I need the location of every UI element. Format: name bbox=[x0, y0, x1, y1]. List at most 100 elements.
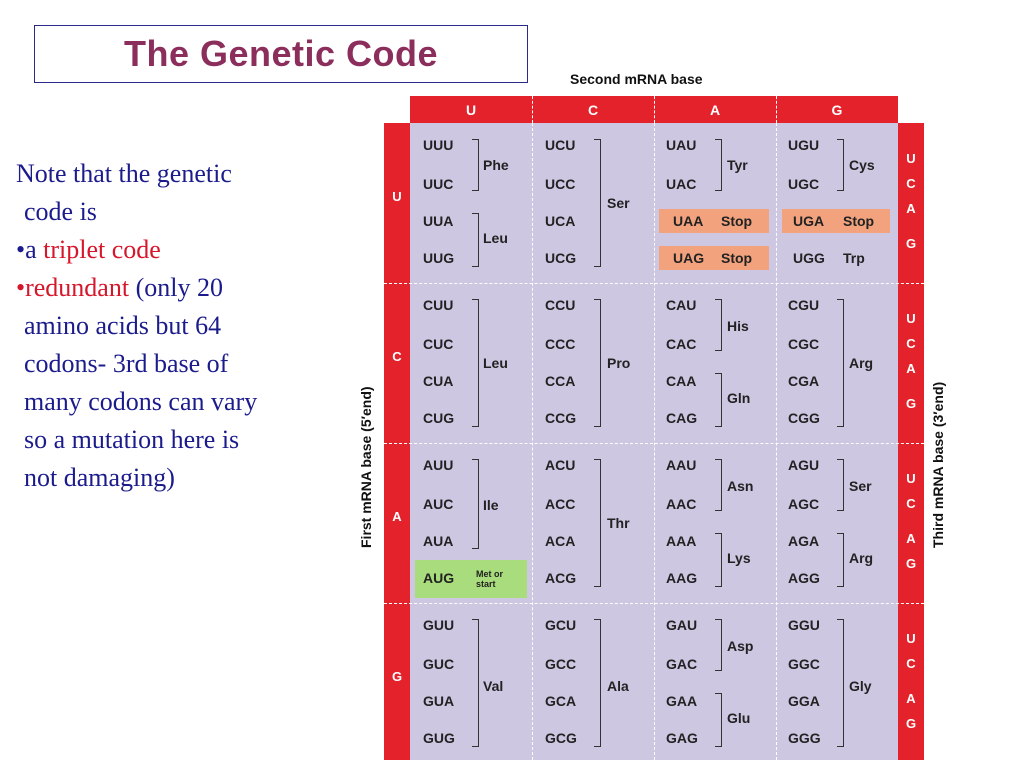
codon: CAG bbox=[666, 410, 698, 426]
note-text: Note that the genetic code is •a triplet… bbox=[16, 155, 346, 497]
codon: CAA bbox=[666, 373, 697, 389]
codon: AGG bbox=[788, 570, 820, 586]
col-header-u: U bbox=[410, 96, 532, 123]
bullet-redundant: •redundant (only 20 bbox=[16, 269, 346, 307]
divider bbox=[776, 96, 777, 123]
amino-acid: His bbox=[727, 318, 749, 334]
codon: UCU bbox=[545, 137, 576, 153]
bracket bbox=[715, 299, 722, 351]
amino-acid: Asp bbox=[727, 638, 754, 654]
codon: GGG bbox=[788, 730, 821, 746]
amino-acid: Gly bbox=[849, 678, 872, 694]
first-base-g: G bbox=[391, 669, 403, 684]
amino-acid: Ala bbox=[607, 678, 629, 694]
bracket bbox=[837, 533, 844, 587]
bracket bbox=[472, 619, 479, 747]
amino-acid: Val bbox=[483, 678, 504, 694]
bracket bbox=[594, 619, 601, 747]
codon: ACA bbox=[545, 533, 576, 549]
bracket bbox=[715, 139, 722, 191]
col-header-a: A bbox=[654, 96, 776, 123]
bracket bbox=[594, 139, 601, 267]
codon: GCC bbox=[545, 656, 577, 672]
amino-acid: Trp bbox=[843, 250, 865, 266]
first-base-c: C bbox=[392, 349, 402, 364]
note-line: Note that the genetic bbox=[16, 159, 232, 188]
amino-acid: Gln bbox=[727, 390, 751, 406]
third-base-c: C bbox=[906, 336, 916, 351]
codon: CUA bbox=[423, 373, 454, 389]
codon: GGA bbox=[788, 693, 820, 709]
amino-acid: Phe bbox=[483, 157, 509, 173]
bracket bbox=[837, 619, 844, 747]
codon: UCC bbox=[545, 176, 576, 192]
bracket bbox=[715, 693, 722, 747]
divider bbox=[776, 123, 777, 760]
codon: GAA bbox=[666, 693, 698, 709]
codon: GUG bbox=[423, 730, 455, 746]
triplet-code-text: triplet code bbox=[43, 235, 161, 264]
codon: CUC bbox=[423, 336, 454, 352]
codon: ACC bbox=[545, 496, 576, 512]
amino-acid: Asn bbox=[727, 478, 754, 494]
start-label: Met or start bbox=[476, 569, 503, 589]
codon: UAU bbox=[666, 137, 697, 153]
amino-acid: Ser bbox=[849, 478, 872, 494]
codon: GGC bbox=[788, 656, 820, 672]
col-header-c: C bbox=[532, 96, 654, 123]
codon: UUU bbox=[423, 137, 454, 153]
note-line: code is bbox=[24, 197, 97, 226]
third-base-u: U bbox=[906, 631, 916, 646]
stop-label: Stop bbox=[843, 213, 875, 229]
bracket bbox=[837, 139, 844, 191]
amino-acid: Thr bbox=[607, 515, 630, 531]
third-base-u: U bbox=[906, 151, 916, 166]
codon: UGC bbox=[788, 176, 820, 192]
codon: ACU bbox=[545, 457, 576, 473]
stop-highlight bbox=[782, 209, 890, 233]
divider bbox=[532, 123, 533, 760]
bracket bbox=[472, 299, 479, 427]
codon: UUC bbox=[423, 176, 454, 192]
codon: CGU bbox=[788, 297, 820, 313]
codon: GCA bbox=[545, 693, 577, 709]
divider bbox=[384, 603, 924, 604]
codon: AAC bbox=[666, 496, 697, 512]
redundant-text: •redundant bbox=[16, 273, 130, 302]
amino-acid: Arg bbox=[849, 550, 874, 566]
redundant-rest: (only 20 bbox=[129, 273, 223, 302]
bracket bbox=[594, 459, 601, 587]
first-base-bar bbox=[384, 123, 410, 760]
amino-acid: Ile bbox=[483, 497, 499, 513]
codon: AUU bbox=[423, 457, 454, 473]
bracket bbox=[472, 459, 479, 549]
bracket bbox=[715, 373, 722, 427]
bracket bbox=[837, 459, 844, 511]
third-base-a: A bbox=[906, 201, 916, 216]
third-base-g: G bbox=[905, 716, 917, 731]
codon: UGU bbox=[788, 137, 820, 153]
third-base-u: U bbox=[906, 311, 916, 326]
codon: CGG bbox=[788, 410, 820, 426]
amino-acid: Lys bbox=[727, 550, 751, 566]
third-base-c: C bbox=[906, 656, 916, 671]
amino-acid: Arg bbox=[849, 355, 874, 371]
codon: AUA bbox=[423, 533, 454, 549]
third-base-a: A bbox=[906, 531, 916, 546]
amino-acid: Leu bbox=[483, 230, 508, 246]
codon: UGG bbox=[793, 250, 825, 266]
col-header-g: G bbox=[776, 96, 898, 123]
bracket bbox=[837, 299, 844, 427]
divider bbox=[384, 443, 924, 444]
codon: GUA bbox=[423, 693, 455, 709]
note-line: many codons can vary bbox=[24, 387, 258, 416]
codon: UCG bbox=[545, 250, 577, 266]
codon: UAG bbox=[673, 250, 705, 266]
codon: GCG bbox=[545, 730, 577, 746]
codon: CAU bbox=[666, 297, 697, 313]
note-line: so a mutation here is bbox=[24, 425, 240, 454]
codon: CGA bbox=[788, 373, 820, 389]
divider bbox=[532, 96, 533, 123]
third-base-c: C bbox=[906, 496, 916, 511]
third-base-a: A bbox=[906, 691, 916, 706]
